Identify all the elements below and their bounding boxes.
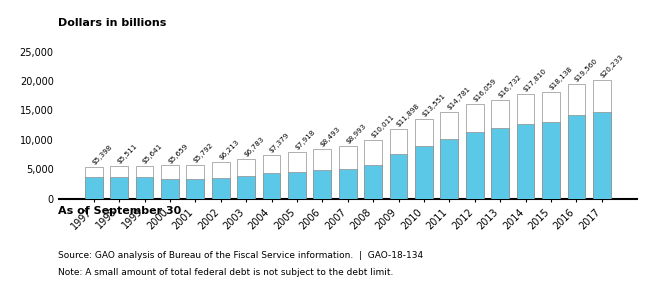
Bar bbox=[389, 154, 408, 199]
Text: Note: A small amount of total federal debt is not subject to the debt limit.: Note: A small amount of total federal de… bbox=[58, 268, 394, 277]
Bar bbox=[364, 140, 382, 199]
Bar bbox=[212, 178, 229, 199]
Text: $16,732: $16,732 bbox=[497, 74, 523, 99]
Bar bbox=[389, 129, 408, 199]
Bar bbox=[263, 155, 280, 199]
Bar bbox=[542, 122, 560, 199]
Text: $7,379: $7,379 bbox=[268, 132, 291, 154]
Bar bbox=[111, 166, 128, 199]
Bar bbox=[593, 80, 611, 199]
Bar bbox=[136, 166, 153, 199]
Text: $5,792: $5,792 bbox=[192, 142, 214, 164]
Text: $20,233: $20,233 bbox=[599, 53, 624, 79]
Bar bbox=[339, 146, 357, 199]
Text: $8,993: $8,993 bbox=[344, 123, 367, 145]
Bar bbox=[415, 146, 433, 199]
Text: $17,810: $17,810 bbox=[523, 68, 548, 93]
Text: $5,511: $5,511 bbox=[116, 143, 138, 166]
Text: Source: GAO analysis of Bureau of the Fiscal Service information.  |  GAO-18-134: Source: GAO analysis of Bureau of the Fi… bbox=[58, 251, 424, 260]
Bar bbox=[491, 128, 509, 199]
Bar bbox=[415, 119, 433, 199]
Bar bbox=[288, 152, 306, 199]
Text: As of September 30: As of September 30 bbox=[58, 206, 182, 216]
Bar bbox=[339, 169, 357, 199]
Text: $6,783: $6,783 bbox=[243, 136, 265, 158]
Bar bbox=[136, 178, 153, 199]
Text: $8,493: $8,493 bbox=[319, 126, 341, 148]
Bar bbox=[567, 115, 585, 199]
Text: $19,560: $19,560 bbox=[573, 57, 599, 83]
Bar bbox=[237, 159, 255, 199]
Bar bbox=[441, 139, 458, 199]
Bar bbox=[84, 177, 103, 199]
Bar bbox=[364, 165, 382, 199]
Bar bbox=[491, 100, 509, 199]
Bar bbox=[237, 176, 255, 199]
Text: $6,213: $6,213 bbox=[218, 139, 240, 161]
Bar bbox=[161, 179, 179, 199]
Bar bbox=[542, 92, 560, 199]
Text: $18,138: $18,138 bbox=[548, 66, 573, 91]
Bar bbox=[517, 94, 534, 199]
Text: $10,011: $10,011 bbox=[370, 114, 396, 139]
Bar bbox=[84, 167, 103, 199]
Text: $14,781: $14,781 bbox=[447, 85, 472, 111]
Bar bbox=[593, 112, 611, 199]
Bar bbox=[263, 174, 280, 199]
Text: $16,059: $16,059 bbox=[472, 78, 497, 103]
Bar bbox=[441, 112, 458, 199]
Bar bbox=[567, 83, 585, 199]
Bar bbox=[111, 177, 128, 199]
Bar bbox=[187, 165, 204, 199]
Text: $11,898: $11,898 bbox=[396, 102, 421, 128]
Text: $5,659: $5,659 bbox=[167, 142, 189, 165]
Bar bbox=[187, 179, 204, 199]
Bar bbox=[517, 124, 534, 199]
Bar bbox=[288, 172, 306, 199]
Bar bbox=[313, 149, 332, 199]
Bar bbox=[466, 132, 484, 199]
Bar bbox=[313, 170, 332, 199]
Text: $5,398: $5,398 bbox=[91, 144, 113, 166]
Bar bbox=[212, 162, 229, 199]
Text: $7,918: $7,918 bbox=[294, 129, 316, 151]
Bar bbox=[161, 166, 179, 199]
Text: Dollars in billions: Dollars in billions bbox=[58, 18, 167, 28]
Text: $5,641: $5,641 bbox=[142, 143, 164, 165]
Text: $13,551: $13,551 bbox=[421, 93, 447, 118]
Bar bbox=[466, 104, 484, 199]
